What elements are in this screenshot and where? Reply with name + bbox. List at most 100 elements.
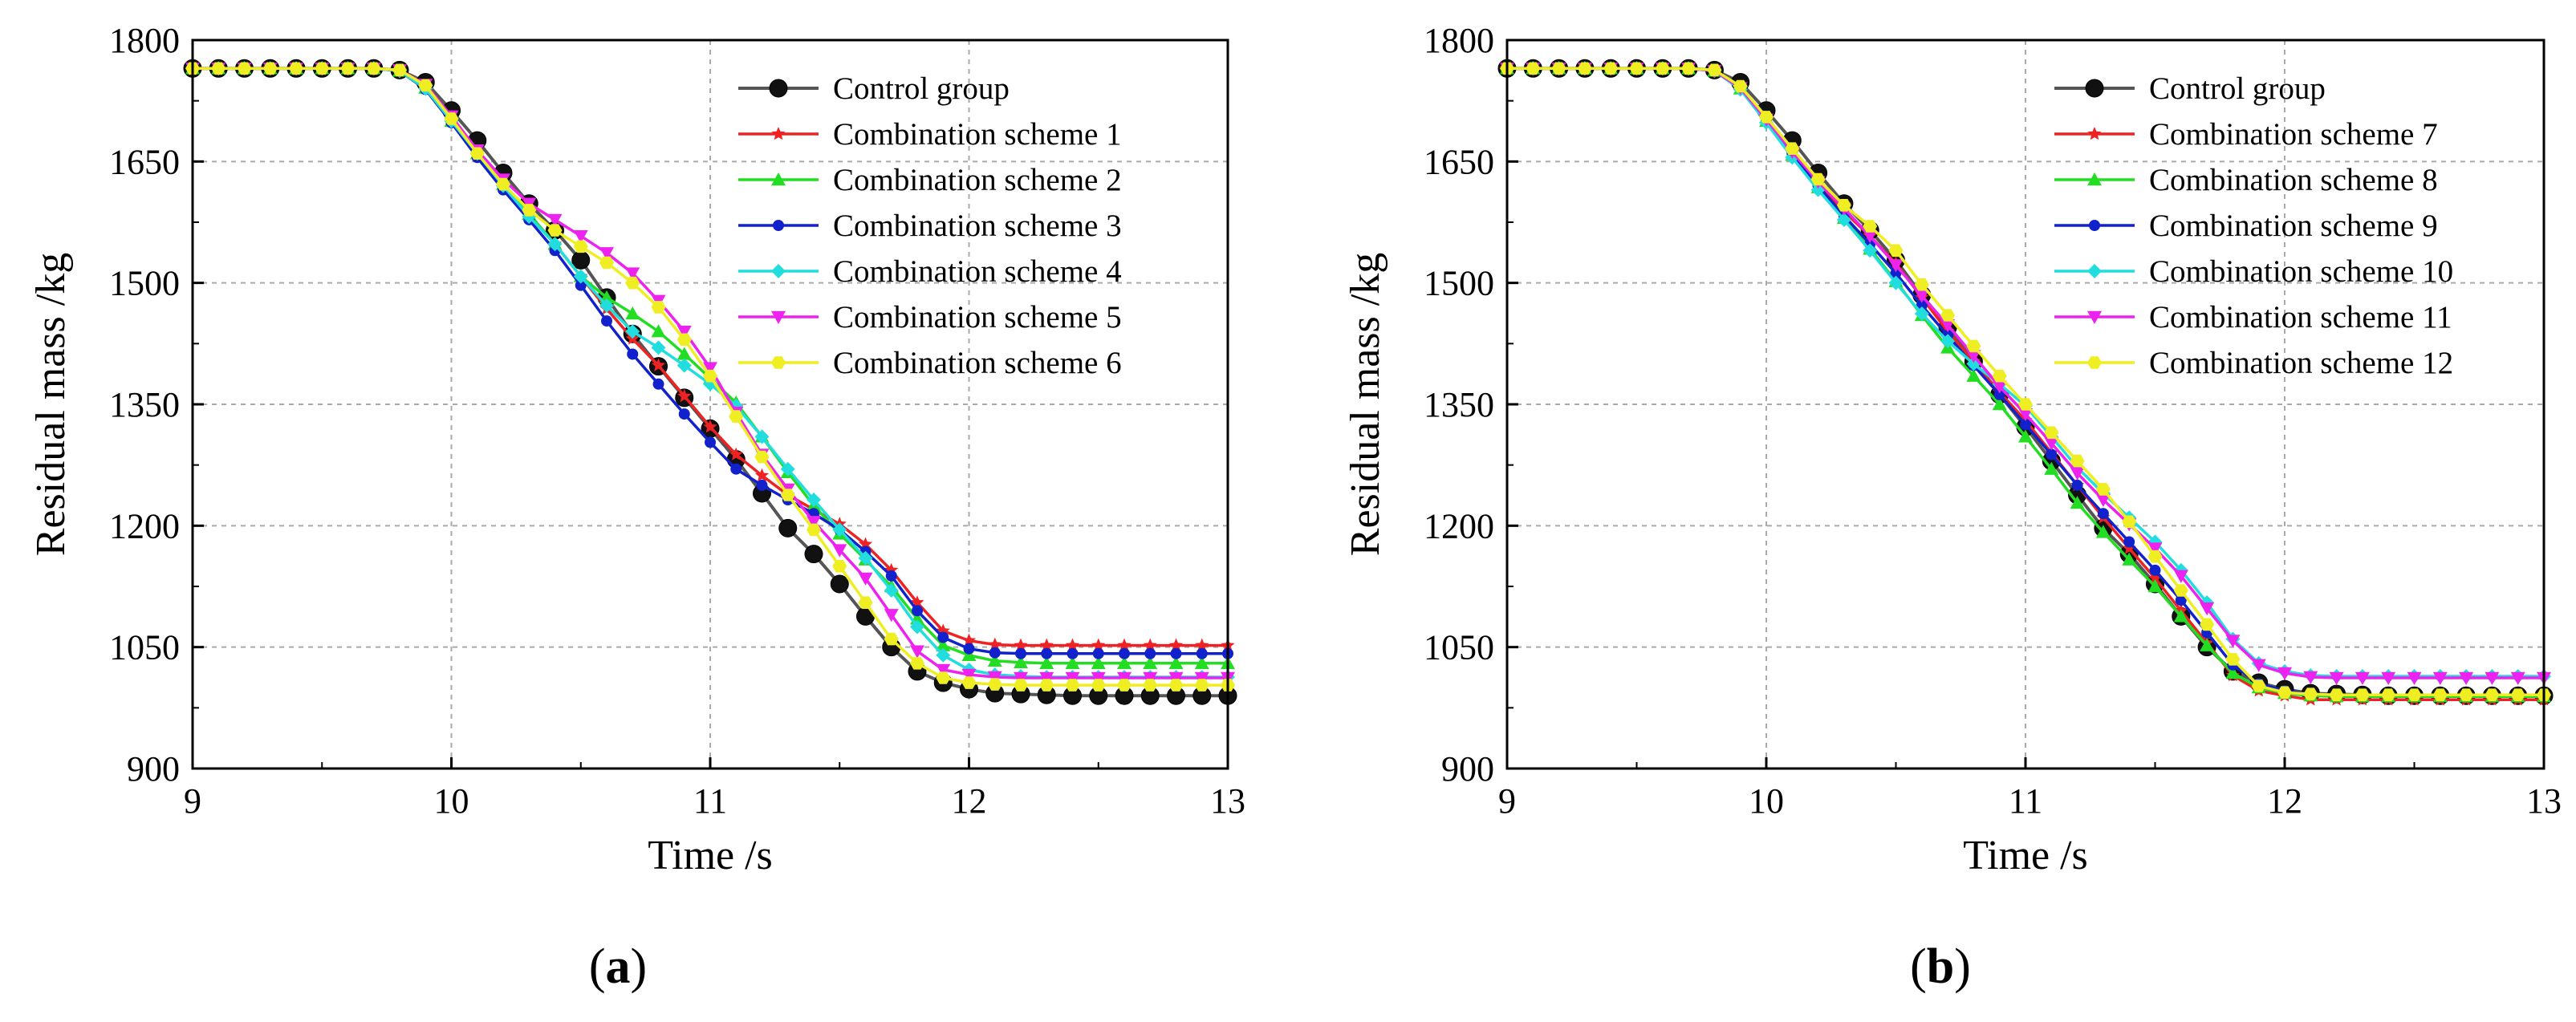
data-point: [1966, 368, 1981, 382]
data-point: [910, 645, 924, 659]
data-point: [211, 62, 226, 75]
data-point: [469, 147, 485, 160]
data-point: [1117, 638, 1132, 651]
data-point: [2044, 437, 2059, 451]
legend-marker: [2085, 79, 2104, 98]
data-point: [858, 596, 873, 609]
panel-label-open: (: [589, 939, 606, 994]
y-tick-label: 1800: [1424, 21, 1494, 60]
ticks: 9 10 11 12 13 900 1050 1200 1350 1500 1650 1800: [1424, 21, 2562, 821]
data-point: [1966, 350, 1981, 363]
data-point: [2355, 671, 2370, 686]
data-point: [830, 574, 849, 594]
data-point: [496, 177, 510, 191]
data-point: [1993, 388, 2005, 400]
x-tick-label: 10: [1749, 781, 1784, 821]
legend-item: Combination scheme 12: [2054, 346, 2453, 380]
data-point: [807, 516, 821, 529]
data-point: [2225, 635, 2241, 648]
data-point: [2044, 426, 2059, 440]
data-point: [2095, 525, 2111, 538]
data-point: [2122, 552, 2137, 566]
y-axis-label: Residual mass /kg: [1343, 253, 1388, 556]
data-point: [678, 408, 690, 420]
data-point: [547, 213, 563, 227]
data-point: [2070, 467, 2085, 481]
data-point: [730, 463, 742, 475]
y-tick-label: 1500: [1424, 264, 1494, 303]
legend-label: Combination scheme 8: [2149, 163, 2438, 197]
data-point: [1143, 671, 1158, 686]
data-point: [2277, 686, 2292, 699]
data-point: [1039, 655, 1054, 670]
x-tick-label: 9: [1498, 781, 1516, 821]
data-point: [1194, 671, 1209, 686]
data-point: [2123, 536, 2135, 548]
legend-marker: [2087, 172, 2102, 186]
data-point: [2381, 671, 2396, 686]
data-point: [987, 671, 1002, 684]
legend-marker: [2087, 356, 2102, 369]
panel-label-open: (: [1910, 939, 1927, 994]
data-point: [703, 362, 717, 375]
data-point: [677, 333, 692, 347]
data-point: [987, 678, 1002, 691]
panel-label-letter: a: [606, 939, 631, 994]
data-point: [1992, 369, 2007, 383]
legend-item: Control group: [2054, 71, 2326, 106]
y-tick-label: 1650: [109, 142, 180, 181]
panel-label-close: ): [631, 939, 648, 994]
data-point: [1195, 638, 1209, 651]
data-point: [1940, 309, 1956, 322]
data-point: [884, 583, 899, 598]
data-point: [2175, 594, 2187, 606]
data-point: [1091, 655, 1106, 670]
series-7: [1500, 62, 2551, 701]
data-point: [573, 229, 588, 244]
data-point: [677, 326, 692, 339]
legend-marker: [2087, 127, 2102, 140]
x-tick-label: 12: [2267, 781, 2302, 821]
y-tick-label: 1650: [1424, 142, 1494, 181]
panel-label: (a): [589, 939, 647, 994]
y-tick-label: 1350: [109, 385, 180, 424]
data-point: [2459, 688, 2474, 701]
data-point: [703, 420, 717, 433]
data-point: [1117, 655, 1132, 670]
data-point: [2329, 671, 2344, 686]
legend-marker: [2089, 220, 2100, 231]
data-point: [1067, 647, 1079, 659]
data-point: [989, 647, 1001, 659]
data-point: [754, 468, 770, 482]
data-point: [625, 267, 640, 281]
y-tick-label: 900: [127, 749, 180, 789]
data-point: [2173, 609, 2188, 623]
data-point: [2018, 398, 2033, 411]
data-point: [2510, 688, 2525, 701]
data-point: [961, 668, 977, 682]
data-point: [2485, 688, 2500, 701]
series-group: [183, 59, 1237, 705]
data-point: [1966, 339, 1981, 353]
data-point: [1785, 142, 1800, 155]
data-point: [884, 609, 899, 623]
data-point: [1065, 638, 1080, 651]
data-point: [963, 643, 975, 655]
data-point: [1629, 62, 1644, 75]
data-point: [1836, 199, 1851, 212]
data-point: [937, 631, 949, 643]
x-tick-label: 13: [1210, 781, 1245, 821]
data-point: [1888, 244, 1904, 258]
data-point: [652, 378, 664, 390]
data-point: [1170, 647, 1182, 659]
data-point: [627, 348, 639, 360]
data-point: [1014, 655, 1028, 669]
data-point: [2070, 496, 2085, 509]
data-point: [1940, 318, 1956, 333]
data-point: [1914, 278, 1929, 291]
data-point: [2459, 671, 2474, 686]
legend-item: Combination scheme 4: [738, 254, 1122, 289]
data-point: [2018, 408, 2033, 422]
data-point: [780, 461, 795, 477]
panel-label: (b): [1910, 939, 1971, 994]
